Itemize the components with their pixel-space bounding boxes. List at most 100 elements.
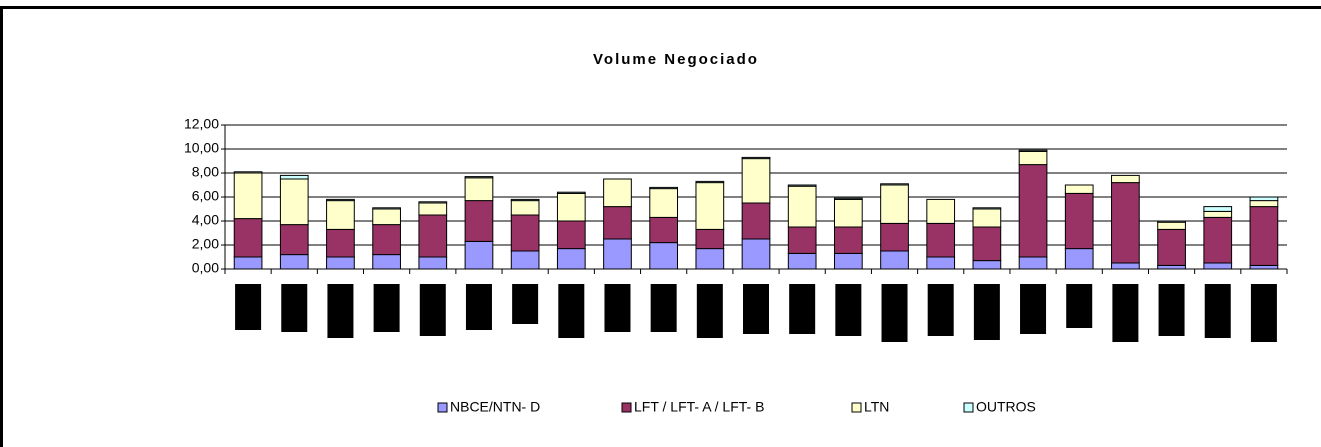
bar-segment [510, 250, 540, 270]
bar-segment [787, 185, 817, 228]
bar-segment [556, 192, 586, 222]
bar-segment [372, 224, 401, 256]
bar-segment [1249, 200, 1279, 208]
y-tick-label: 10,00 [184, 140, 219, 156]
bar-segment [418, 256, 448, 270]
bar-segment [972, 207, 1002, 210]
bar-segment [1111, 182, 1140, 264]
y-tick-label: 0,00 [192, 260, 219, 276]
bar-segment [464, 200, 494, 242]
bar-segment [418, 214, 448, 258]
bar-segment [1203, 206, 1233, 212]
bar-segment [972, 226, 1002, 262]
bar-segment [787, 184, 817, 187]
redacted-label [1204, 284, 1231, 338]
bar-segment [603, 206, 632, 240]
bar-segment [649, 242, 679, 270]
bar-segment [603, 178, 632, 208]
bar-segment [556, 248, 586, 270]
bar-segment [1064, 248, 1094, 270]
y-tick-label: 6,00 [192, 188, 219, 204]
redacted-label [419, 284, 446, 336]
bar-segment [926, 256, 956, 270]
bar-segment [326, 200, 355, 230]
chart-title: Volume Negociado [593, 51, 759, 68]
bar-segment [1018, 256, 1048, 270]
legend-label: OUTROS [976, 399, 1036, 415]
bar-segment [1157, 220, 1186, 223]
bar-segment [1111, 262, 1140, 270]
bar-segment [1018, 150, 1048, 166]
bar-segment [741, 238, 771, 270]
redacted-label [696, 284, 723, 338]
legend-label: LTN [864, 399, 889, 415]
redacted-label [558, 284, 585, 338]
bar-segment [787, 226, 817, 254]
legend-label: LFT / LFT- A / LFT- B [634, 399, 764, 415]
bar-segment [741, 158, 771, 204]
bar-segment [926, 198, 956, 224]
bar-segment [372, 254, 401, 270]
bar-segment [1249, 196, 1279, 202]
bar-segment [326, 228, 355, 258]
bar-segment [741, 156, 771, 160]
bar-segment [510, 198, 540, 202]
bar-segment [464, 177, 494, 202]
legend-swatch [851, 402, 862, 413]
redacted-label [743, 284, 769, 334]
bar-segment [1064, 192, 1094, 250]
bar-segment [833, 252, 863, 270]
redacted-label [1250, 284, 1277, 342]
bar-segment [1203, 210, 1233, 218]
bar-segment [833, 198, 863, 228]
bar-segment [695, 180, 725, 184]
legend-swatch [621, 402, 632, 413]
bar-segment [1157, 264, 1186, 270]
redacted-label [281, 284, 308, 332]
redacted-label [881, 284, 908, 342]
bar-segment [556, 220, 586, 250]
bar-segment [233, 218, 263, 258]
legend-label: NBCE/NTN- D [450, 399, 540, 415]
bar-segment [1157, 221, 1186, 230]
bar-segment [279, 174, 309, 180]
bar-segment [926, 222, 956, 258]
redacted-label [327, 284, 354, 338]
bar-segment [833, 226, 863, 254]
bar-segment [1203, 262, 1233, 270]
redacted-label [835, 284, 862, 336]
bar-segment [233, 256, 263, 270]
bar-segment [603, 238, 632, 270]
bar-segment [1249, 206, 1279, 266]
y-tick-label: 8,00 [192, 164, 219, 180]
legend-swatch [963, 402, 974, 413]
y-tick-label: 4,00 [192, 212, 219, 228]
redacted-label [1066, 284, 1093, 328]
bar-segment [510, 200, 540, 216]
bar-segment [787, 252, 817, 270]
y-tick-label: 12,00 [184, 116, 219, 132]
redacted-label [650, 284, 677, 332]
bar-segment [279, 254, 309, 270]
bar-segment [649, 216, 679, 244]
redacted-label [789, 284, 816, 334]
bar-segment [833, 197, 863, 200]
bar-segment [233, 171, 263, 174]
redacted-label [1112, 284, 1139, 342]
redacted-label [465, 284, 492, 330]
bar-segment [972, 260, 1002, 270]
redacted-label [973, 284, 1000, 340]
frame [0, 6, 1321, 447]
redacted-label [604, 284, 631, 332]
bar-segment [326, 198, 355, 202]
bar-segment [233, 172, 263, 220]
legend-swatch [437, 402, 448, 413]
bar-segment [418, 202, 448, 216]
bar-segment [695, 228, 725, 250]
bar-segment [464, 176, 494, 179]
bar-segment [880, 250, 909, 270]
bar-segment [1203, 216, 1233, 264]
bar-segment [880, 183, 909, 186]
y-tick-label: 2,00 [192, 236, 219, 252]
